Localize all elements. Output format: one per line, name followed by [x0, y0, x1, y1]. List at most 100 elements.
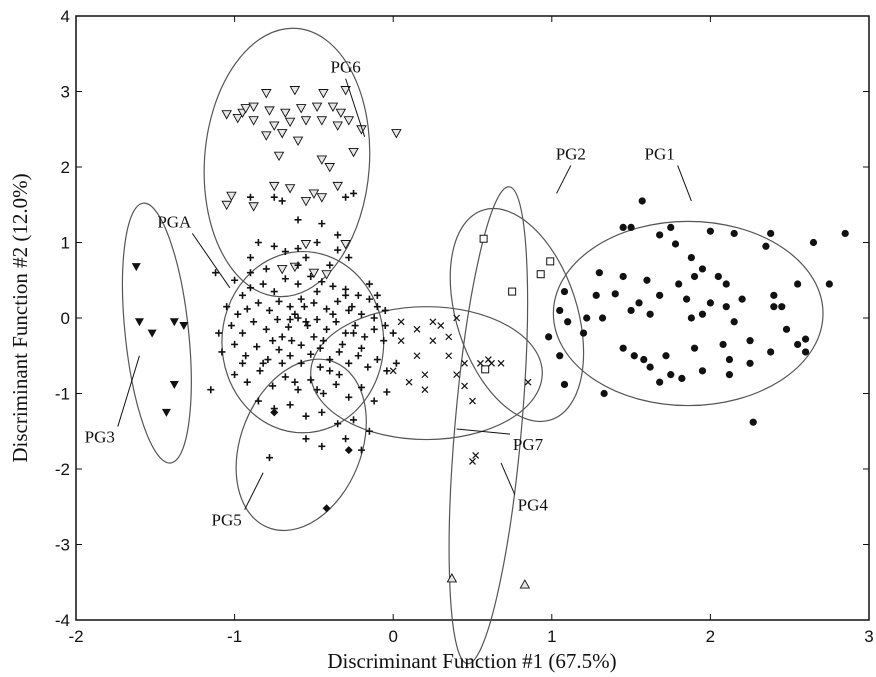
point-pg1	[646, 310, 654, 318]
point-pga	[329, 282, 337, 290]
point-pga	[348, 303, 356, 311]
y-tick-label: -4	[55, 611, 70, 630]
point-pga	[231, 371, 239, 379]
point-pg1	[560, 380, 569, 389]
point-pga	[302, 318, 310, 326]
group-label-pga: PGA	[157, 212, 192, 231]
axis-ticks: -2 -1 0 1 2 3 -4 -3 -2 -1 0 1 2 3 4	[55, 7, 874, 646]
point-pga	[326, 261, 334, 269]
point-pg7	[397, 318, 405, 326]
point-pga	[334, 297, 342, 305]
point-pg1	[746, 337, 754, 345]
point-pg1	[656, 231, 664, 239]
point-pg6	[226, 191, 237, 202]
point-pg1	[767, 348, 775, 356]
y-tick-label: 0	[61, 309, 70, 328]
point-pga	[265, 306, 273, 314]
leader-line-pg5	[244, 472, 264, 510]
point-pg6	[221, 200, 232, 211]
point-pga	[223, 303, 231, 311]
point-pg1	[592, 291, 600, 299]
x-axis-title: Discriminant Function #1 (67.5%)	[327, 649, 616, 673]
point-pga	[259, 280, 267, 288]
point-pg1	[627, 306, 635, 315]
point-pga	[281, 275, 289, 283]
point-pga	[281, 248, 289, 256]
point-pg1	[809, 238, 818, 247]
point-pg6	[264, 106, 275, 116]
point-pga	[342, 193, 350, 201]
point-pg1	[545, 333, 553, 341]
point-pga	[262, 265, 270, 273]
point-pg7	[429, 337, 437, 345]
point-pg6	[327, 102, 339, 113]
point-pg3	[169, 318, 179, 327]
point-pga	[297, 341, 305, 349]
point-pga	[392, 359, 400, 367]
point-pg4	[446, 573, 458, 583]
point-pga	[381, 306, 389, 314]
point-pg2	[479, 234, 488, 243]
y-axis-title: Discriminant Function #2 (12.0%)	[8, 173, 32, 462]
point-pga	[334, 246, 342, 254]
point-pga	[381, 322, 389, 330]
point-pg7	[445, 333, 453, 341]
point-pg7	[421, 386, 429, 394]
point-pga	[304, 322, 312, 330]
point-pga	[300, 303, 308, 311]
y-tick-label: 3	[61, 83, 70, 102]
point-pg1	[722, 303, 730, 311]
point-pg1	[782, 325, 791, 333]
point-pga	[326, 356, 334, 364]
point-pga	[370, 314, 378, 322]
group-label-pg5: PG5	[212, 511, 242, 530]
point-pga	[365, 427, 373, 435]
point-pg1	[619, 344, 627, 352]
point-pg2	[481, 365, 490, 374]
point-pga	[294, 386, 302, 394]
point-pga	[302, 412, 310, 420]
point-pga	[357, 446, 365, 454]
point-pg7	[405, 378, 413, 386]
point-pga	[262, 325, 270, 333]
point-pga	[383, 367, 391, 375]
point-pga	[286, 401, 294, 409]
ellipse-pg1	[552, 220, 824, 407]
plot-area-frame	[75, 15, 870, 621]
point-pg1	[706, 227, 715, 235]
point-pga	[361, 333, 369, 341]
ellipse-pg3	[121, 202, 192, 464]
point-pg6	[289, 86, 301, 96]
point-pg1	[583, 314, 591, 322]
point-pg7	[524, 378, 532, 386]
point-pg7	[472, 451, 480, 459]
point-pg1	[579, 329, 588, 337]
point-pga	[243, 305, 251, 313]
point-pga	[278, 333, 286, 341]
y-tick-label: -1	[55, 385, 70, 404]
point-pga	[212, 269, 220, 277]
point-pga	[286, 303, 294, 311]
point-pg1	[749, 418, 757, 426]
point-pg1	[825, 280, 833, 288]
point-pg1	[762, 242, 770, 250]
point-pg1	[619, 272, 627, 281]
point-pg7	[445, 352, 453, 360]
group-label-pg3: PG3	[85, 428, 115, 447]
point-pg1	[640, 355, 648, 364]
point-pg1	[627, 223, 635, 231]
x-tick-label: -2	[68, 627, 83, 646]
point-pga	[335, 371, 343, 379]
point-pg6	[276, 264, 288, 275]
point-pg1	[667, 223, 675, 231]
point-pg1	[643, 276, 651, 284]
point-pg6	[321, 270, 332, 280]
leader-line-pg2	[556, 165, 572, 194]
point-pg1	[595, 269, 603, 277]
point-pg7	[453, 371, 461, 379]
point-pg3	[131, 263, 141, 272]
point-pga	[275, 346, 283, 354]
point-pg6	[221, 110, 232, 120]
point-pg1	[746, 359, 754, 367]
point-pga	[297, 359, 305, 367]
